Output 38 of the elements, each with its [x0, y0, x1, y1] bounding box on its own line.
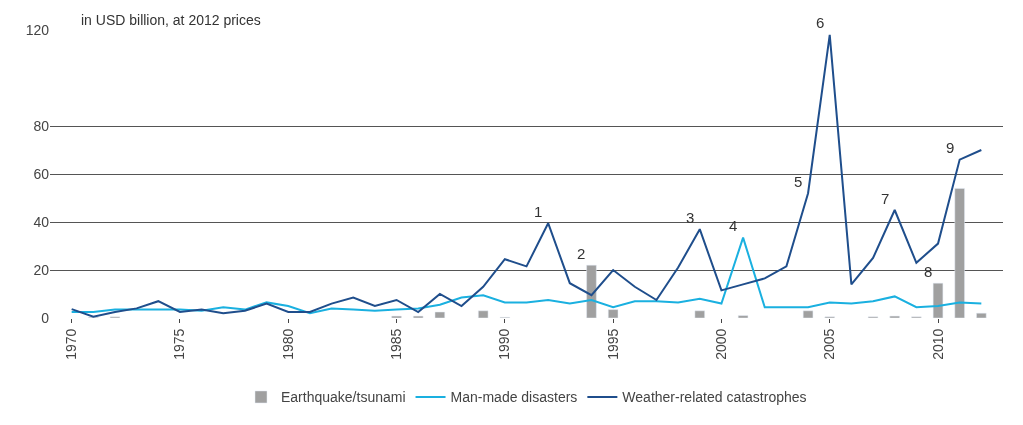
x-tick-label: 2010: [929, 328, 946, 360]
annotation: 7: [881, 190, 890, 207]
y-tick-label: 40: [33, 213, 50, 230]
legend-label: Earthquake/tsunami: [281, 389, 406, 406]
legend-label: Man-made disasters: [450, 389, 578, 406]
x-tick-label: 1995: [604, 328, 621, 360]
x-tick-label: 1990: [496, 328, 513, 360]
bar: [954, 188, 965, 318]
bar: [608, 309, 619, 318]
x-tick-label: 1985: [388, 328, 405, 360]
bar: [694, 310, 705, 318]
annotation: 1: [534, 203, 543, 220]
bar: [586, 264, 597, 318]
bar: [478, 310, 489, 318]
bar: [802, 310, 814, 318]
line-series: [70, 33, 983, 318]
bar: [434, 311, 445, 318]
y-tick-label: 120: [25, 21, 50, 38]
line-series: [70, 236, 983, 315]
x-tick-label: 1980: [279, 328, 296, 360]
annotation: 5: [794, 173, 803, 190]
y-tick-label: 20: [33, 261, 50, 278]
y-axis-title: in USD billion, at 2012 prices: [81, 12, 261, 28]
bar: [976, 312, 987, 318]
annotation: 2: [577, 245, 586, 262]
legend-label: Weather-related catastrophes: [622, 389, 807, 406]
bar: [932, 282, 944, 318]
x-tick-label: 2000: [712, 328, 729, 360]
y-tick-label: 80: [33, 117, 50, 134]
y-tick-label: 0: [41, 309, 50, 326]
annotation: 3: [686, 209, 695, 226]
x-tick-label: 2005: [821, 328, 838, 360]
x-tick-label: 1970: [63, 328, 80, 360]
annotation: 9: [946, 139, 955, 156]
annotation: 6: [816, 14, 825, 31]
bar: [737, 315, 749, 318]
y-tick-label: 60: [33, 165, 50, 182]
x-tick-label: 1975: [171, 328, 188, 360]
